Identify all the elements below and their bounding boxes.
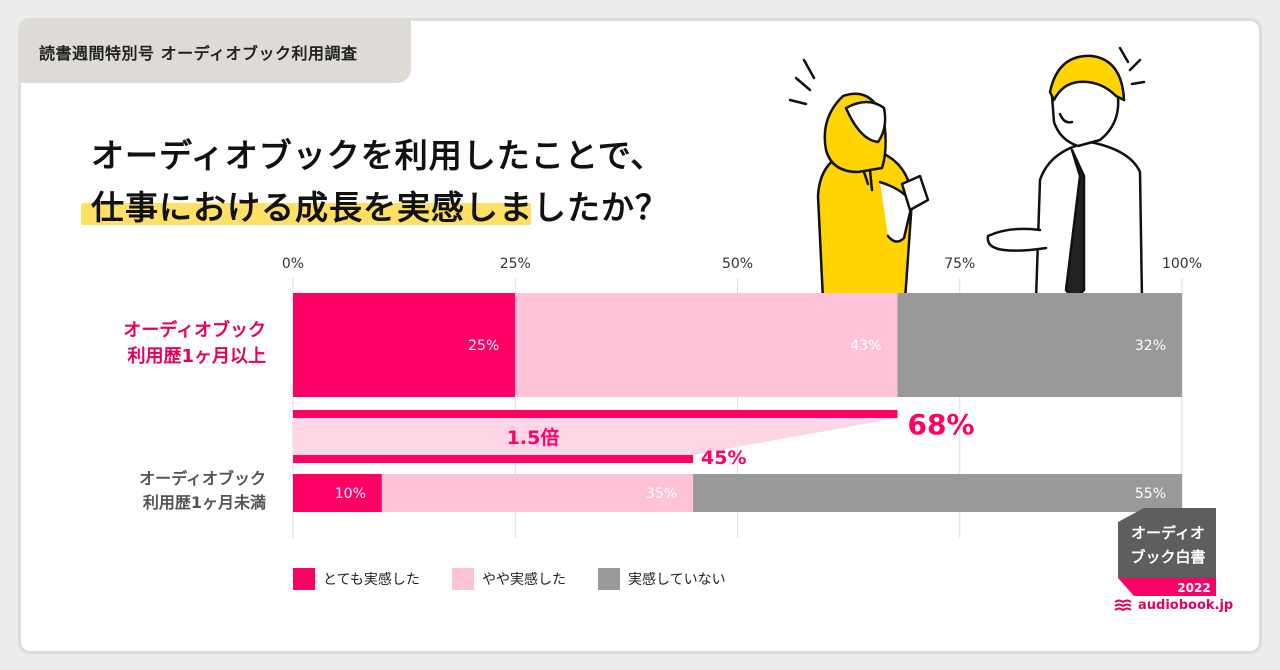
title-highlight — [81, 203, 531, 225]
upper-total-label: 68% — [908, 408, 975, 441]
brand-logo: audiobook.jp — [1114, 598, 1233, 613]
lower-total-line — [293, 455, 694, 463]
x-tick-label: 100% — [1162, 256, 1202, 272]
title-line-2: 仕事における成長を実感しましたか？ — [91, 188, 669, 227]
people-illustration — [788, 46, 1146, 302]
bar-value-label: 55% — [1135, 486, 1166, 502]
legend-item-moderate: やや実感した — [452, 568, 566, 590]
legend-swatch-strong — [293, 568, 315, 590]
woman-figure — [788, 58, 930, 302]
bar-value-label: 25% — [468, 338, 499, 354]
bar-value-label: 32% — [1135, 338, 1166, 354]
bar-segment — [381, 474, 694, 512]
white-paper-badge: オーディオ ブック白書 2022 — [1118, 508, 1216, 596]
x-axis-ticks: 0% 25% 50% 75% 100% — [282, 256, 1202, 272]
legend-label-moderate: やや実感した — [482, 572, 566, 588]
bar-segment — [693, 474, 1182, 512]
badge-line-2: ブック白書 — [1130, 548, 1205, 566]
category-label-upper-1: オーディオブック — [123, 319, 266, 341]
badge-year: 2022 — [1177, 581, 1210, 595]
bar-value-label: 35% — [646, 486, 677, 502]
category-label-lower-1: オーディオブック — [139, 469, 266, 488]
lower-total-label: 45% — [701, 447, 746, 469]
x-tick-label: 75% — [944, 256, 975, 272]
bar-value-label: 10% — [335, 486, 366, 502]
ratio-label: 1.5倍 — [507, 426, 560, 449]
title-line-1: オーディオブックを利用したことで、 — [91, 136, 665, 175]
bar-segment — [293, 293, 516, 397]
man-figure — [986, 46, 1146, 302]
upper-total-line — [293, 410, 898, 418]
legend-label-none: 実感していない — [628, 572, 726, 588]
legend-swatch-none — [598, 568, 620, 590]
bar-segment — [293, 474, 382, 512]
legend-item-none: 実感していない — [598, 568, 726, 590]
badge-line-1: オーディオ — [1131, 524, 1205, 542]
category-labels: オーディオブック 利用歴1ヶ月以上 オーディオブック 利用歴1ヶ月未満 — [123, 319, 266, 512]
comparison-wedge — [293, 418, 898, 455]
comparison-annotation: 68% 45% 1.5倍 — [293, 408, 975, 469]
bar-value-label: 43% — [850, 338, 881, 354]
category-label-upper-2: 利用歴1ヶ月以上 — [127, 345, 266, 367]
book-wave-icon — [1114, 599, 1132, 611]
chart-bars: 25% 43% 32% 10% 35% 55% — [293, 293, 1182, 512]
bar-segment — [515, 293, 898, 397]
issue-tag: 読書週間特別号 オーディオブック利用調査 — [21, 21, 411, 83]
x-tick-label: 50% — [722, 256, 753, 272]
x-tick-label: 0% — [282, 256, 304, 272]
x-tick-label: 25% — [500, 256, 531, 272]
legend-swatch-moderate — [452, 568, 474, 590]
brand-text: audiobook.jp — [1138, 598, 1234, 613]
bar-segment — [897, 293, 1182, 397]
legend-label-strong: とても実感した — [323, 572, 420, 588]
legend-item-strong: とても実感した — [293, 568, 420, 590]
category-label-lower-2: 利用歴1ヶ月未満 — [143, 493, 266, 512]
